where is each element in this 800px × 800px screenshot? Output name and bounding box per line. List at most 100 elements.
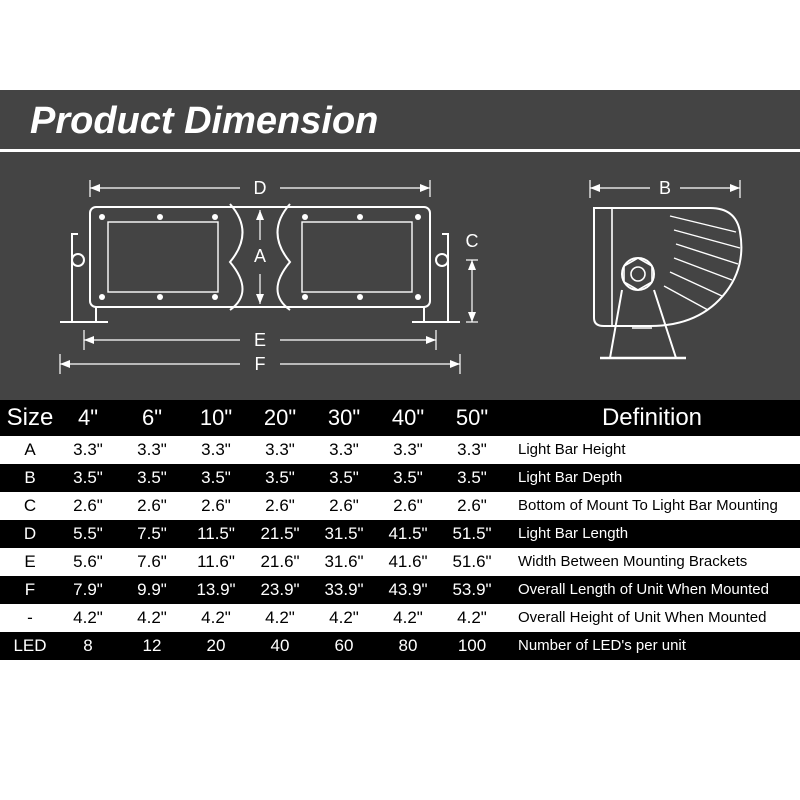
row-value: 23.9" xyxy=(248,576,312,604)
row-value: 12 xyxy=(120,632,184,660)
row-value: 31.5" xyxy=(312,520,376,548)
row-label: F xyxy=(0,576,56,604)
row-definition: Overall Height of Unit When Mounted xyxy=(504,604,800,632)
row-value: 3.5" xyxy=(440,464,504,492)
row-value: 2.6" xyxy=(120,492,184,520)
col-header-val: 40" xyxy=(376,400,440,436)
row-value: 3.3" xyxy=(312,436,376,464)
table-row: C2.6"2.6"2.6"2.6"2.6"2.6"2.6"Bottom of M… xyxy=(0,492,800,520)
row-value: 20 xyxy=(184,632,248,660)
col-header-val: 20" xyxy=(248,400,312,436)
table-row: -4.2"4.2"4.2"4.2"4.2"4.2"4.2"Overall Hei… xyxy=(0,604,800,632)
row-definition: Light Bar Height xyxy=(504,436,800,464)
diagram-side: B xyxy=(550,162,770,392)
diagram-area: D xyxy=(0,152,800,392)
row-value: 13.9" xyxy=(184,576,248,604)
row-value: 51.5" xyxy=(440,520,504,548)
row-value: 41.5" xyxy=(376,520,440,548)
row-value: 80 xyxy=(376,632,440,660)
row-value: 2.6" xyxy=(376,492,440,520)
row-value: 60 xyxy=(312,632,376,660)
row-definition: Overall Length of Unit When Mounted xyxy=(504,576,800,604)
table-row: E5.6"7.6"11.6"21.6"31.6"41.6"51.6"Width … xyxy=(0,548,800,576)
row-definition: Width Between Mounting Brackets xyxy=(504,548,800,576)
row-value: 9.9" xyxy=(120,576,184,604)
row-value: 11.6" xyxy=(184,548,248,576)
dim-label-a: A xyxy=(254,246,266,266)
row-value: 4.2" xyxy=(56,604,120,632)
row-value: 5.5" xyxy=(56,520,120,548)
col-header-val: 4" xyxy=(56,400,120,436)
row-value: 3.5" xyxy=(56,464,120,492)
row-label: - xyxy=(0,604,56,632)
row-label: C xyxy=(0,492,56,520)
row-value: 31.6" xyxy=(312,548,376,576)
row-value: 51.6" xyxy=(440,548,504,576)
hero-panel: Product Dimension D xyxy=(0,90,800,400)
dim-label-f: F xyxy=(255,354,266,374)
dim-label-e: E xyxy=(254,330,266,350)
row-value: 5.6" xyxy=(56,548,120,576)
row-value: 8 xyxy=(56,632,120,660)
diagram-front: D xyxy=(30,162,490,392)
row-definition: Number of LED's per unit xyxy=(504,632,800,660)
table-row: B3.5"3.5"3.5"3.5"3.5"3.5"3.5"Light Bar D… xyxy=(0,464,800,492)
row-value: 2.6" xyxy=(248,492,312,520)
row-value: 3.5" xyxy=(248,464,312,492)
col-header-val: 30" xyxy=(312,400,376,436)
dimension-table: Size 4" 6" 10" 20" 30" 40" 50" Definitio… xyxy=(0,400,800,660)
row-value: 4.2" xyxy=(440,604,504,632)
row-value: 2.6" xyxy=(312,492,376,520)
row-value: 3.5" xyxy=(376,464,440,492)
table-header-row: Size 4" 6" 10" 20" 30" 40" 50" Definitio… xyxy=(0,400,800,436)
row-value: 4.2" xyxy=(376,604,440,632)
dim-label-b: B xyxy=(659,178,671,198)
row-label: E xyxy=(0,548,56,576)
row-value: 3.5" xyxy=(312,464,376,492)
row-value: 7.6" xyxy=(120,548,184,576)
row-value: 7.5" xyxy=(120,520,184,548)
col-header-size: Size xyxy=(0,400,56,436)
row-label: D xyxy=(0,520,56,548)
table-row: LED81220406080100Number of LED's per uni… xyxy=(0,632,800,660)
col-header-def: Definition xyxy=(504,400,800,436)
row-definition: Light Bar Depth xyxy=(504,464,800,492)
row-value: 21.6" xyxy=(248,548,312,576)
row-value: 11.5" xyxy=(184,520,248,548)
row-definition: Light Bar Length xyxy=(504,520,800,548)
row-value: 40 xyxy=(248,632,312,660)
row-value: 2.6" xyxy=(56,492,120,520)
row-value: 41.6" xyxy=(376,548,440,576)
row-value: 100 xyxy=(440,632,504,660)
row-value: 7.9" xyxy=(56,576,120,604)
hero-title: Product Dimension xyxy=(0,90,800,152)
row-value: 4.2" xyxy=(312,604,376,632)
row-value: 53.9" xyxy=(440,576,504,604)
row-value: 3.3" xyxy=(440,436,504,464)
row-value: 3.3" xyxy=(120,436,184,464)
row-value: 3.3" xyxy=(376,436,440,464)
row-value: 2.6" xyxy=(440,492,504,520)
row-label: B xyxy=(0,464,56,492)
row-value: 4.2" xyxy=(120,604,184,632)
table-row: A3.3"3.3"3.3"3.3"3.3"3.3"3.3"Light Bar H… xyxy=(0,436,800,464)
row-value: 4.2" xyxy=(184,604,248,632)
row-label: LED xyxy=(0,632,56,660)
row-value: 4.2" xyxy=(248,604,312,632)
row-value: 33.9" xyxy=(312,576,376,604)
row-value: 2.6" xyxy=(184,492,248,520)
row-value: 3.3" xyxy=(248,436,312,464)
row-value: 3.5" xyxy=(184,464,248,492)
row-value: 43.9" xyxy=(376,576,440,604)
row-value: 3.5" xyxy=(120,464,184,492)
row-label: A xyxy=(0,436,56,464)
col-header-val: 6" xyxy=(120,400,184,436)
col-header-val: 10" xyxy=(184,400,248,436)
table-row: F7.9"9.9"13.9"23.9"33.9"43.9"53.9"Overal… xyxy=(0,576,800,604)
col-header-val: 50" xyxy=(440,400,504,436)
row-value: 3.3" xyxy=(184,436,248,464)
dim-label-c: C xyxy=(466,231,479,251)
row-value: 3.3" xyxy=(56,436,120,464)
table-row: D5.5"7.5"11.5"21.5"31.5"41.5"51.5"Light … xyxy=(0,520,800,548)
row-definition: Bottom of Mount To Light Bar Mounting Nu… xyxy=(504,492,800,520)
